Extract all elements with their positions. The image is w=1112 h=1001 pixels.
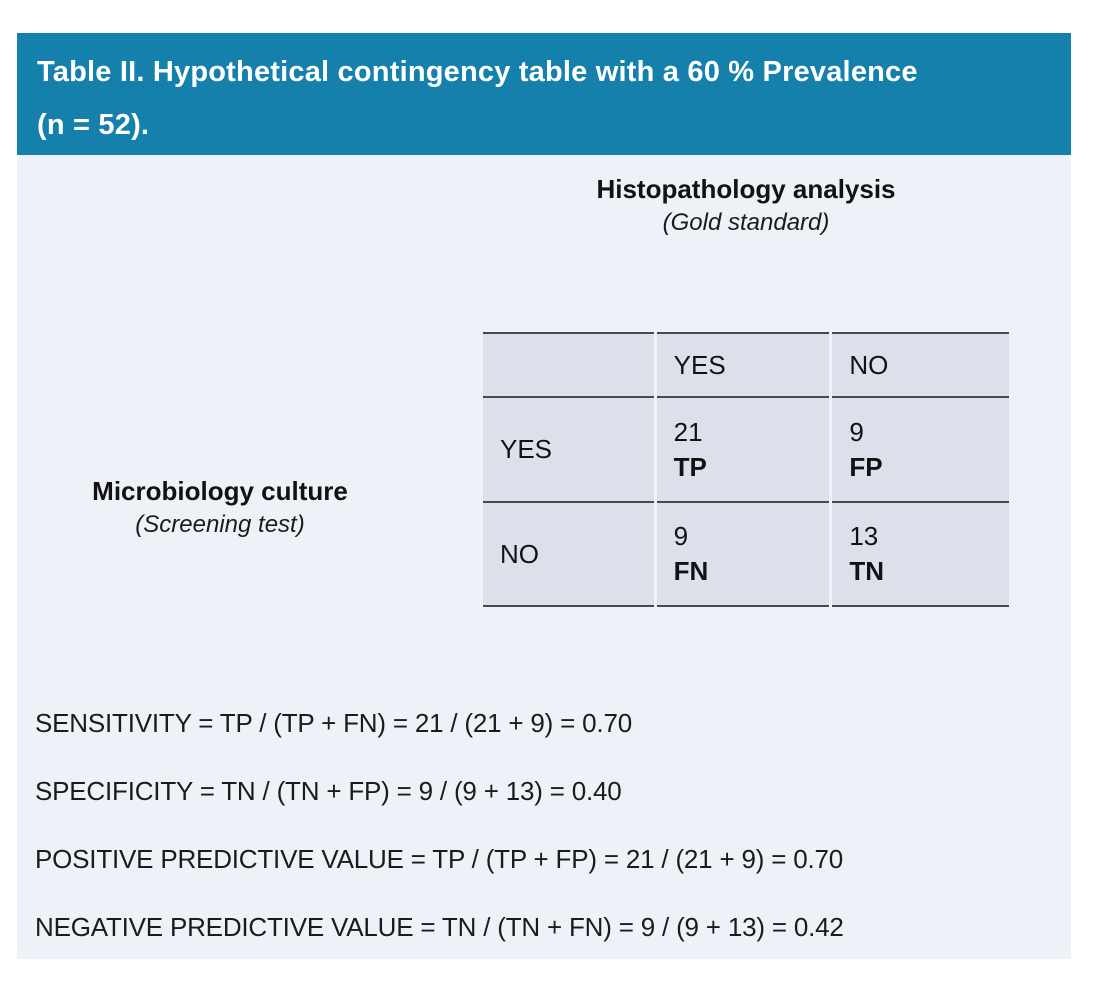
positive-predictive-value-formula: POSITIVE PREDICTIVE VALUE = TP / (TP + F…	[35, 844, 844, 874]
cell-code: FP	[849, 451, 883, 482]
cell-false-positive: 9 FP	[832, 398, 1009, 503]
table-title: Table II. Hypothetical contingency table…	[37, 56, 918, 141]
table-title-bar: Table II. Hypothetical contingency table…	[17, 33, 1071, 155]
row-label-no: NO	[483, 503, 654, 607]
cell-value: 9	[673, 521, 689, 551]
table-figure-body: Histopathology analysis (Gold standard) …	[17, 155, 1071, 959]
table-header-row: YES NO	[483, 332, 1009, 398]
cell-value: 21	[673, 416, 703, 447]
cell-code: TN	[849, 556, 884, 586]
column-axis-title: Histopathology analysis	[596, 174, 896, 204]
cell-false-negative: 9 FN	[656, 503, 830, 607]
column-axis-subtitle: (Gold standard)	[662, 209, 830, 236]
cell-true-positive: 21 TP	[656, 398, 830, 503]
contingency-table: YES NO YES 21 TP 9 FP NO	[480, 332, 1012, 607]
formulas-block: SENSITIVITY = TP / (TP + FN) = 21 / (21 …	[35, 689, 1051, 961]
specificity-formula: SPECIFICITY = TN / (TN + FP) = 9 / (9 + …	[35, 776, 622, 806]
negative-predictive-value-formula: NEGATIVE PREDICTIVE VALUE = TN / (TN + F…	[35, 912, 844, 942]
corner-cell	[483, 332, 654, 398]
cell-value: 13	[849, 521, 879, 551]
col-label-yes: YES	[656, 332, 830, 398]
cell-code: FN	[673, 556, 709, 586]
cell-value: 9	[849, 416, 864, 447]
col-label-no: NO	[832, 332, 1009, 398]
table-row-no: NO 9 FN 13 TN	[483, 503, 1009, 607]
row-axis-title: Microbiology culture	[92, 476, 348, 506]
row-label-yes: YES	[483, 398, 654, 503]
row-axis-subtitle: (Screening test)	[135, 511, 305, 538]
row-axis-header: Microbiology culture (Screening test)	[17, 473, 423, 540]
cell-true-negative: 13 TN	[832, 503, 1009, 607]
cell-code: TP	[673, 451, 707, 482]
table-row-yes: YES 21 TP 9 FP	[483, 398, 1009, 503]
sensitivity-formula: SENSITIVITY = TP / (TP + FN) = 21 / (21 …	[35, 708, 632, 738]
column-axis-header: Histopathology analysis (Gold standard)	[480, 171, 1012, 238]
table-figure-panel: Table II. Hypothetical contingency table…	[17, 33, 1071, 959]
